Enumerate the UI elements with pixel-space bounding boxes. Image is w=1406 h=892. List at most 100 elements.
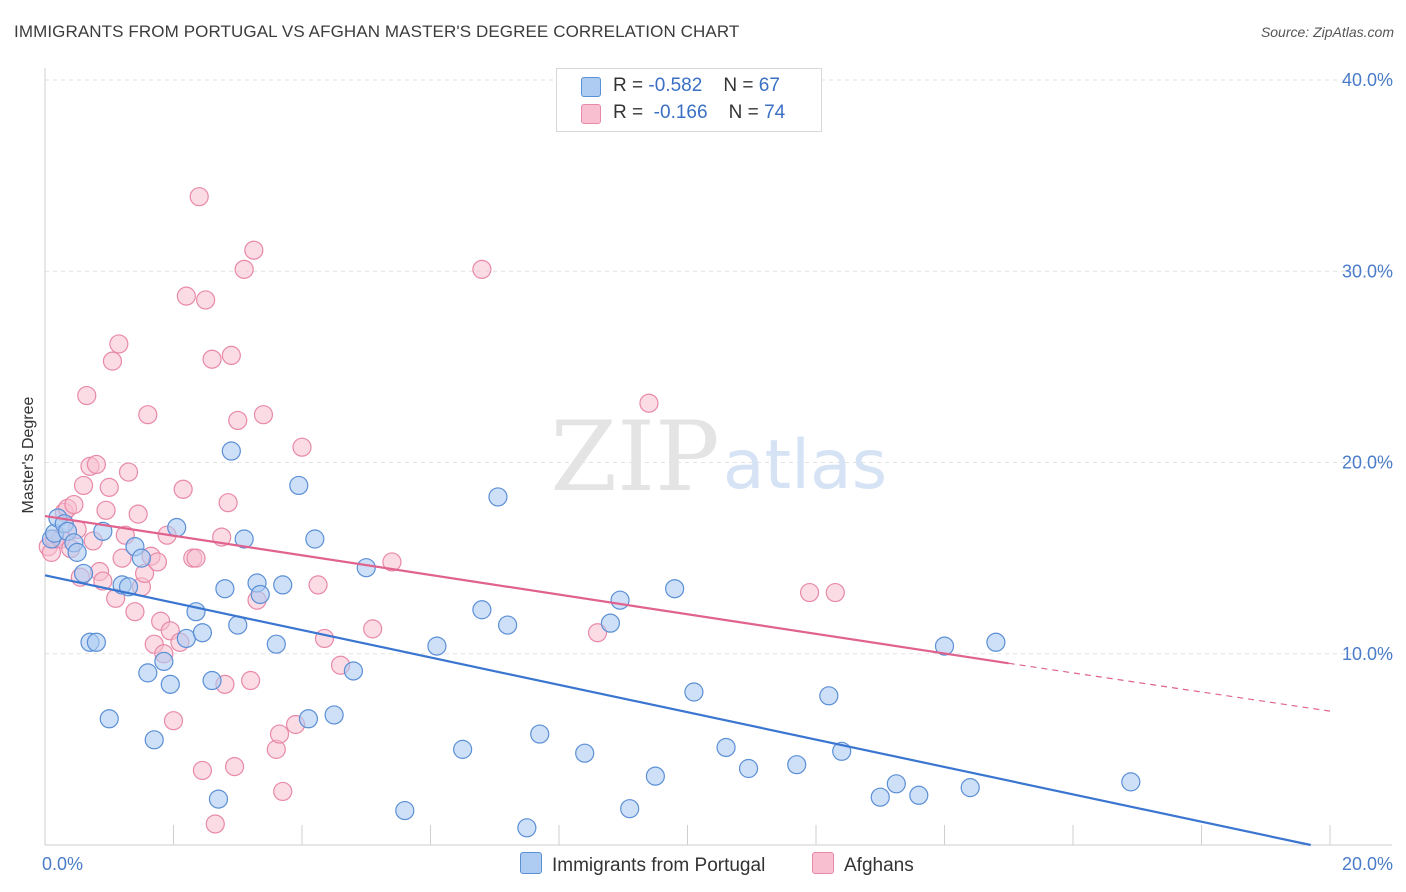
- legend-n-label: N =: [723, 75, 754, 96]
- afghans-point: [224, 756, 245, 777]
- afghans-point: [173, 479, 193, 499]
- portugal-point: [324, 705, 344, 725]
- afghans-point: [308, 575, 328, 595]
- afghans-point: [382, 552, 402, 572]
- portugal-point: [215, 579, 235, 599]
- x-tick-label: 20.0%: [1342, 854, 1393, 874]
- afghans-point: [125, 602, 145, 622]
- bottom-legend-label-afghans: Afghans: [844, 855, 914, 876]
- afghans-point: [138, 405, 158, 425]
- portugal-point: [73, 563, 94, 584]
- afghans-point: [472, 259, 492, 279]
- afghans-point: [64, 494, 84, 515]
- portugal-point: [453, 739, 473, 759]
- legend-r-label: R =: [613, 75, 644, 96]
- y-tick-label: 40.0%: [1342, 70, 1393, 90]
- afghans-point: [118, 462, 139, 482]
- portugal-point: [645, 766, 665, 786]
- afghans-point: [253, 405, 274, 425]
- portugal-point: [886, 774, 906, 794]
- afghans-point: [292, 437, 312, 457]
- portugal-point: [160, 674, 180, 694]
- afghans-point: [163, 711, 184, 731]
- portugal-point: [67, 542, 87, 562]
- portugal-point: [234, 529, 254, 549]
- y-tick-label: 30.0%: [1342, 261, 1393, 281]
- afghans-trend-line: [44, 514, 1009, 665]
- portugal-point: [221, 441, 241, 461]
- portugal-point: [530, 724, 550, 744]
- stats-legend: R = -0.582 N = 67 R = -0.166 N = 74: [556, 68, 822, 132]
- afghans-point: [799, 582, 820, 603]
- portugal-point: [488, 487, 508, 507]
- portugal-point: [960, 778, 980, 798]
- afghans-point: [825, 582, 845, 603]
- afghans-point: [77, 385, 97, 406]
- afghans-point: [269, 724, 290, 744]
- afghans-point: [196, 290, 216, 310]
- axes: [44, 68, 1392, 846]
- legend-swatch-portugal: [581, 77, 601, 97]
- portugal-point: [600, 613, 621, 633]
- portugal-point: [472, 600, 492, 620]
- grid-lines: [45, 79, 1392, 655]
- y-tick-label: 20.0%: [1342, 453, 1393, 473]
- afghans-point: [102, 351, 123, 371]
- legend-n-value: 74: [764, 102, 786, 123]
- afghans-point: [176, 286, 196, 306]
- x-tick-label: 0.0%: [42, 854, 83, 874]
- afghans-point: [218, 493, 238, 513]
- afghans-point: [192, 760, 213, 781]
- portugal-points: [41, 441, 1141, 838]
- portugal-point: [289, 475, 309, 496]
- afghans-point: [99, 477, 119, 497]
- portugal-point: [99, 709, 119, 729]
- watermark-atlas: atlas: [723, 426, 887, 505]
- portugal-point: [665, 579, 685, 599]
- afghans-point: [363, 619, 383, 639]
- afghans-point: [205, 814, 225, 834]
- portugal-point: [427, 636, 447, 656]
- watermark-zip: ZIP: [550, 401, 719, 513]
- y-tick-label: 10.0%: [1342, 644, 1393, 664]
- afghans-point: [244, 240, 264, 260]
- portugal-trend-line: [44, 574, 1311, 847]
- y-axis-title: Master's Degree: [20, 396, 37, 513]
- legend-r-value: -0.166: [653, 102, 708, 123]
- portugal-point: [273, 575, 293, 595]
- portugal-point: [517, 818, 537, 838]
- afghans-point: [186, 548, 206, 568]
- portugal-point: [305, 529, 325, 549]
- legend-n-label: N =: [728, 102, 759, 123]
- portugal-point: [684, 682, 704, 702]
- bottom-legend-label-portugal: Immigrants from Portugal: [552, 855, 766, 876]
- legend-swatch-afghans: [581, 104, 601, 124]
- afghans-point: [314, 628, 335, 649]
- portugal-point: [356, 558, 376, 578]
- afghans-point: [221, 345, 241, 365]
- portugal-point: [202, 670, 222, 691]
- afghans-point: [96, 500, 116, 520]
- portugal-point: [208, 789, 229, 809]
- afghans-point: [109, 334, 129, 354]
- afghans-point: [112, 548, 132, 568]
- portugal-point: [144, 730, 164, 750]
- watermark: ZIP atlas: [550, 401, 887, 513]
- portugal-point: [787, 755, 807, 775]
- portugal-point: [610, 590, 630, 610]
- afghans-point: [86, 454, 107, 475]
- tick-labels: 10.0% 20.0% 30.0% 40.0% 0.0% 20.0%: [42, 70, 1393, 874]
- portugal-point: [716, 737, 736, 758]
- afghans-points: [38, 187, 845, 834]
- portugal-point: [138, 663, 158, 683]
- afghans-point: [234, 259, 254, 279]
- portugal-point: [298, 709, 319, 729]
- trend-lines: [44, 514, 1331, 847]
- portugal-point: [167, 517, 187, 538]
- afghans-point: [147, 552, 168, 572]
- portugal-point: [1121, 772, 1141, 792]
- portugal-point: [819, 686, 839, 706]
- portugal-point: [154, 651, 174, 672]
- portugal-point: [250, 584, 270, 605]
